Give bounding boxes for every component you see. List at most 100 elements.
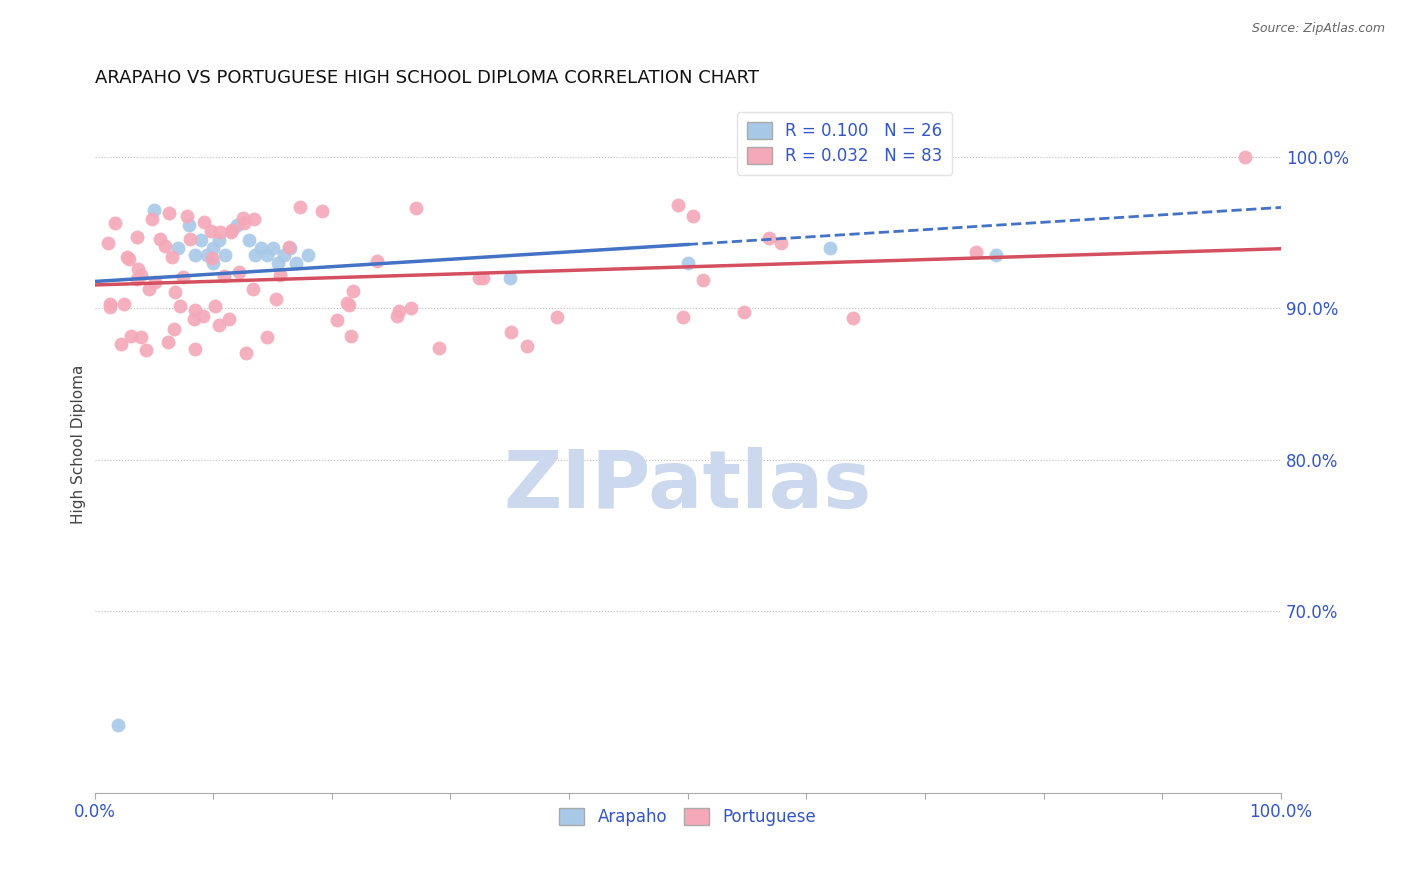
Point [165, 285, 187, 299]
Point [200, 251, 222, 265]
Point [818, 241, 841, 255]
Point [267, 256, 290, 270]
Point [208, 233, 231, 247]
Point [157, 206, 180, 220]
Point [184, 342, 207, 356]
Point [129, 268, 152, 282]
Point [405, 201, 427, 215]
Point [516, 339, 538, 353]
Point [127, 261, 149, 276]
Point [297, 248, 319, 262]
Point [118, 252, 141, 267]
Point [243, 211, 266, 226]
Point [986, 248, 1008, 262]
Point [682, 209, 704, 223]
Point [208, 318, 231, 333]
Point [120, 328, 142, 343]
Y-axis label: High School Diploma: High School Diploma [72, 365, 86, 524]
Point [135, 343, 157, 357]
Point [288, 200, 311, 214]
Point [238, 233, 260, 247]
Point [337, 298, 360, 312]
Point [97, 236, 120, 251]
Point [326, 313, 349, 327]
Point [162, 251, 184, 265]
Point [262, 241, 284, 255]
Point [183, 302, 205, 317]
Point [965, 244, 987, 259]
Point [107, 717, 129, 731]
Point [311, 204, 333, 219]
Legend: Arapaho, Portuguese: Arapaho, Portuguese [553, 802, 823, 833]
Point [273, 248, 295, 262]
Point [110, 337, 132, 351]
Point [676, 256, 699, 270]
Point [214, 248, 236, 262]
Point [125, 230, 148, 244]
Point [104, 216, 127, 230]
Point [219, 225, 242, 239]
Point [277, 240, 299, 254]
Point [145, 275, 167, 289]
Point [342, 284, 364, 298]
Point [427, 341, 450, 355]
Point [249, 241, 271, 255]
Point [163, 322, 186, 336]
Point [191, 309, 214, 323]
Point [98, 300, 121, 314]
Point [176, 210, 198, 224]
Point [243, 248, 266, 262]
Point [770, 236, 793, 251]
Point [256, 248, 278, 262]
Point [193, 215, 215, 229]
Point [209, 225, 232, 239]
Point [232, 211, 254, 225]
Point [242, 282, 264, 296]
Point [179, 232, 201, 246]
Point [195, 248, 218, 262]
Point [733, 304, 755, 318]
Point [546, 310, 568, 325]
Point [156, 334, 179, 349]
Point [221, 223, 243, 237]
Point [226, 218, 249, 232]
Text: ZIPatlas: ZIPatlas [503, 447, 872, 525]
Point [399, 301, 422, 315]
Point [472, 271, 495, 285]
Point [202, 256, 225, 270]
Point [212, 269, 235, 284]
Point [366, 254, 388, 268]
Point [98, 297, 121, 311]
Point [141, 212, 163, 227]
Point [183, 312, 205, 326]
Point [166, 241, 188, 255]
Point [149, 231, 172, 245]
Point [125, 272, 148, 286]
Point [129, 330, 152, 344]
Text: Source: ZipAtlas.com: Source: ZipAtlas.com [1251, 22, 1385, 36]
Point [499, 271, 522, 285]
Point [142, 202, 165, 217]
Point [256, 330, 278, 344]
Point [388, 303, 411, 318]
Point [153, 239, 176, 253]
Point [204, 299, 226, 313]
Point [184, 248, 207, 262]
Point [138, 282, 160, 296]
Point [842, 310, 865, 325]
Point [202, 241, 225, 255]
Point [218, 312, 240, 326]
Point [501, 325, 523, 339]
Point [278, 241, 301, 255]
Point [266, 292, 288, 306]
Point [339, 328, 361, 343]
Point [672, 310, 695, 324]
Point [200, 224, 222, 238]
Point [387, 309, 409, 323]
Point [169, 299, 191, 313]
Point [692, 272, 714, 286]
Point [666, 197, 689, 211]
Point [468, 270, 491, 285]
Point [179, 218, 201, 232]
Point [336, 295, 359, 310]
